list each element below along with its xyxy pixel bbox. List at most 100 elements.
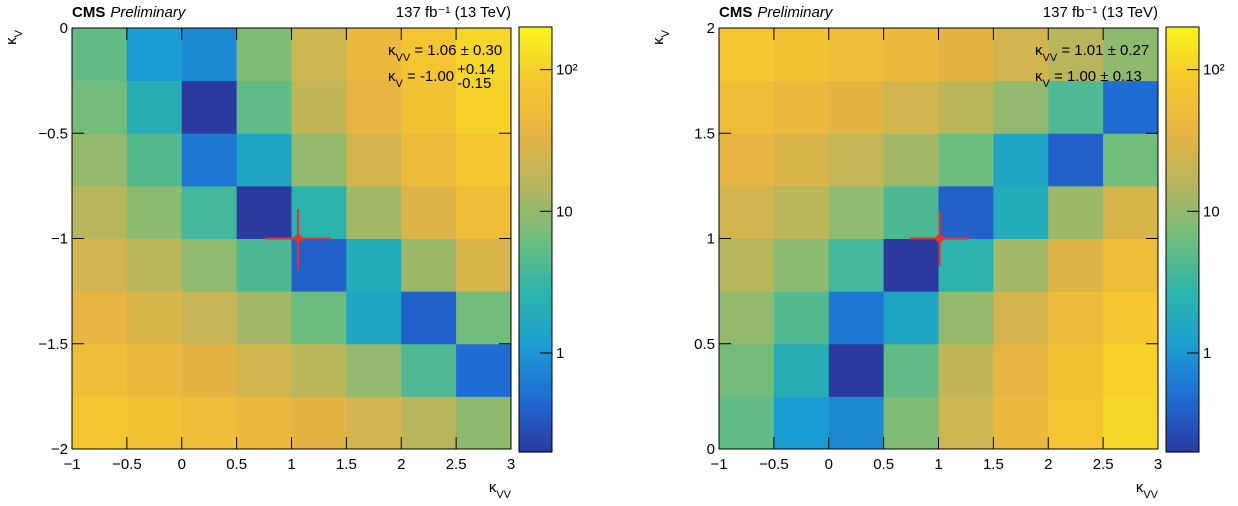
- heatmap-cell: [993, 185, 1049, 239]
- colorbar-segment: [1166, 55, 1199, 60]
- colorbar-segment: [1166, 34, 1199, 39]
- colorbar-segment: [519, 345, 552, 350]
- heatmap-cell: [883, 238, 939, 292]
- heatmap-cell: [773, 28, 830, 82]
- colorbar-segment: [519, 108, 552, 113]
- colorbar-segment: [519, 420, 552, 425]
- heatmap-cell: [993, 291, 1049, 345]
- result-text-symbol: κ: [388, 68, 396, 85]
- z-tick-label: 10²: [1203, 62, 1225, 79]
- result-text-sub: VV: [396, 52, 411, 64]
- x-axis-label-symbol: κ: [489, 479, 497, 496]
- colorbar-segment: [519, 73, 552, 78]
- heatmap-cell: [181, 28, 238, 82]
- y-tick-label: −0.5: [38, 125, 68, 142]
- colorbar-segment: [519, 140, 552, 145]
- colorbar-segment: [1166, 147, 1199, 152]
- lumi: 137 fb⁻¹ (13 TeV): [396, 4, 511, 21]
- colorbar-segment: [519, 338, 552, 343]
- colorbar-segment: [519, 119, 552, 124]
- heatmap-cell: [773, 80, 830, 134]
- colorbar-segment: [519, 172, 552, 177]
- colorbar-segment: [519, 186, 552, 191]
- colorbar-segment: [1166, 267, 1199, 272]
- x-tick-label: 0: [178, 456, 186, 473]
- colorbar-segment: [519, 423, 552, 428]
- heatmap-cell: [719, 291, 775, 345]
- colorbar-segment: [519, 218, 552, 223]
- result-text-symbol: κ: [1035, 68, 1043, 85]
- colorbar-segment: [1166, 430, 1199, 435]
- colorbar-segment: [519, 55, 552, 60]
- colorbar-segment: [519, 104, 552, 110]
- heatmap-cell: [72, 133, 128, 187]
- colorbar-segment: [1166, 143, 1199, 149]
- colorbar-segment: [519, 289, 552, 294]
- heatmap-cell: [236, 396, 292, 450]
- x-axis-label-sub: VV: [496, 489, 511, 501]
- colorbar-segment: [519, 342, 552, 347]
- colorbar-segment: [1166, 235, 1199, 241]
- colorbar-segment: [1166, 239, 1199, 244]
- colorbar-segment: [519, 317, 552, 322]
- colorbar-segment: [1166, 250, 1199, 255]
- heatmap-cell: [1103, 80, 1159, 134]
- colorbar-segment: [519, 391, 552, 396]
- heatmap-cell: [456, 396, 512, 450]
- colorbar-segment: [519, 370, 552, 375]
- heatmap-cell: [181, 396, 238, 450]
- heatmap-cell: [938, 396, 994, 450]
- colorbar-segment: [519, 441, 552, 446]
- x-tick-label: 3: [507, 456, 515, 473]
- y-tick-label: −1: [51, 231, 68, 248]
- colorbar-segment: [1166, 246, 1199, 251]
- heatmap-cell: [291, 133, 347, 187]
- colorbar-segment: [1166, 409, 1199, 414]
- heatmap-cell: [126, 133, 183, 187]
- colorbar-segment: [519, 239, 552, 244]
- heatmap-cell: [1048, 343, 1104, 397]
- heatmap-cell: [236, 133, 292, 187]
- colorbar-segment: [519, 165, 552, 170]
- x-tick-label: 0: [825, 456, 833, 473]
- colorbar-segment: [1166, 345, 1199, 350]
- heatmap-cell: [181, 80, 238, 134]
- colorbar-segment: [1166, 83, 1199, 88]
- colorbar-segment: [1166, 154, 1199, 159]
- colorbar-segment: [1166, 423, 1199, 428]
- colorbar-segment: [519, 282, 552, 287]
- colorbar-segment: [519, 374, 552, 379]
- colorbar-segment: [519, 48, 552, 53]
- heatmap-cell: [1103, 133, 1159, 187]
- colorbar-segment: [1166, 211, 1199, 216]
- colorbar-segment: [1166, 264, 1199, 269]
- colorbar-segment: [1166, 108, 1199, 113]
- colorbar-frame: [518, 26, 553, 453]
- heatmap-cell: [773, 396, 830, 450]
- colorbar-segment: [519, 260, 552, 265]
- heatmap-cell: [1103, 238, 1159, 292]
- heatmap-cell: [181, 185, 238, 239]
- colorbar-segment: [519, 58, 552, 64]
- colorbar-segment: [519, 299, 552, 304]
- colorbar-segment: [1166, 285, 1199, 290]
- result-value: = -1.00: [403, 68, 454, 85]
- colorbar-segment: [519, 37, 552, 42]
- colorbar-segment: [519, 168, 552, 173]
- colorbar-segment: [519, 211, 552, 216]
- heatmap-cell: [1048, 28, 1104, 82]
- colorbar-segment: [1166, 62, 1199, 67]
- colorbar-segment: [1166, 44, 1199, 49]
- colorbar-segment: [1166, 359, 1199, 365]
- result-text: κV = 1.00 ± 0.13: [1035, 68, 1142, 90]
- colorbar-segment: [519, 402, 552, 407]
- heatmap-cell: [938, 185, 994, 239]
- z-tick-label: 1: [1203, 345, 1211, 362]
- colorbar-segment: [1166, 331, 1199, 336]
- heatmap-cell: [938, 28, 994, 82]
- colorbar-segment: [519, 115, 552, 120]
- colorbar-segment: [1166, 416, 1199, 421]
- colorbar-segment: [519, 359, 552, 365]
- status: Preliminary: [110, 4, 187, 21]
- heatmap-cell: [456, 238, 512, 292]
